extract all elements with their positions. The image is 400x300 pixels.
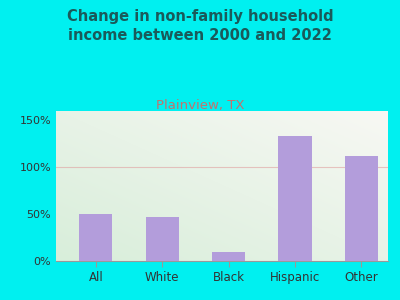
Text: Change in non-family household
income between 2000 and 2022: Change in non-family household income be…: [67, 9, 333, 43]
Text: Plainview, TX: Plainview, TX: [156, 99, 244, 112]
Bar: [345, 156, 378, 261]
Bar: [146, 217, 179, 261]
Bar: [212, 252, 245, 261]
Bar: [278, 136, 312, 261]
Bar: [79, 214, 112, 261]
